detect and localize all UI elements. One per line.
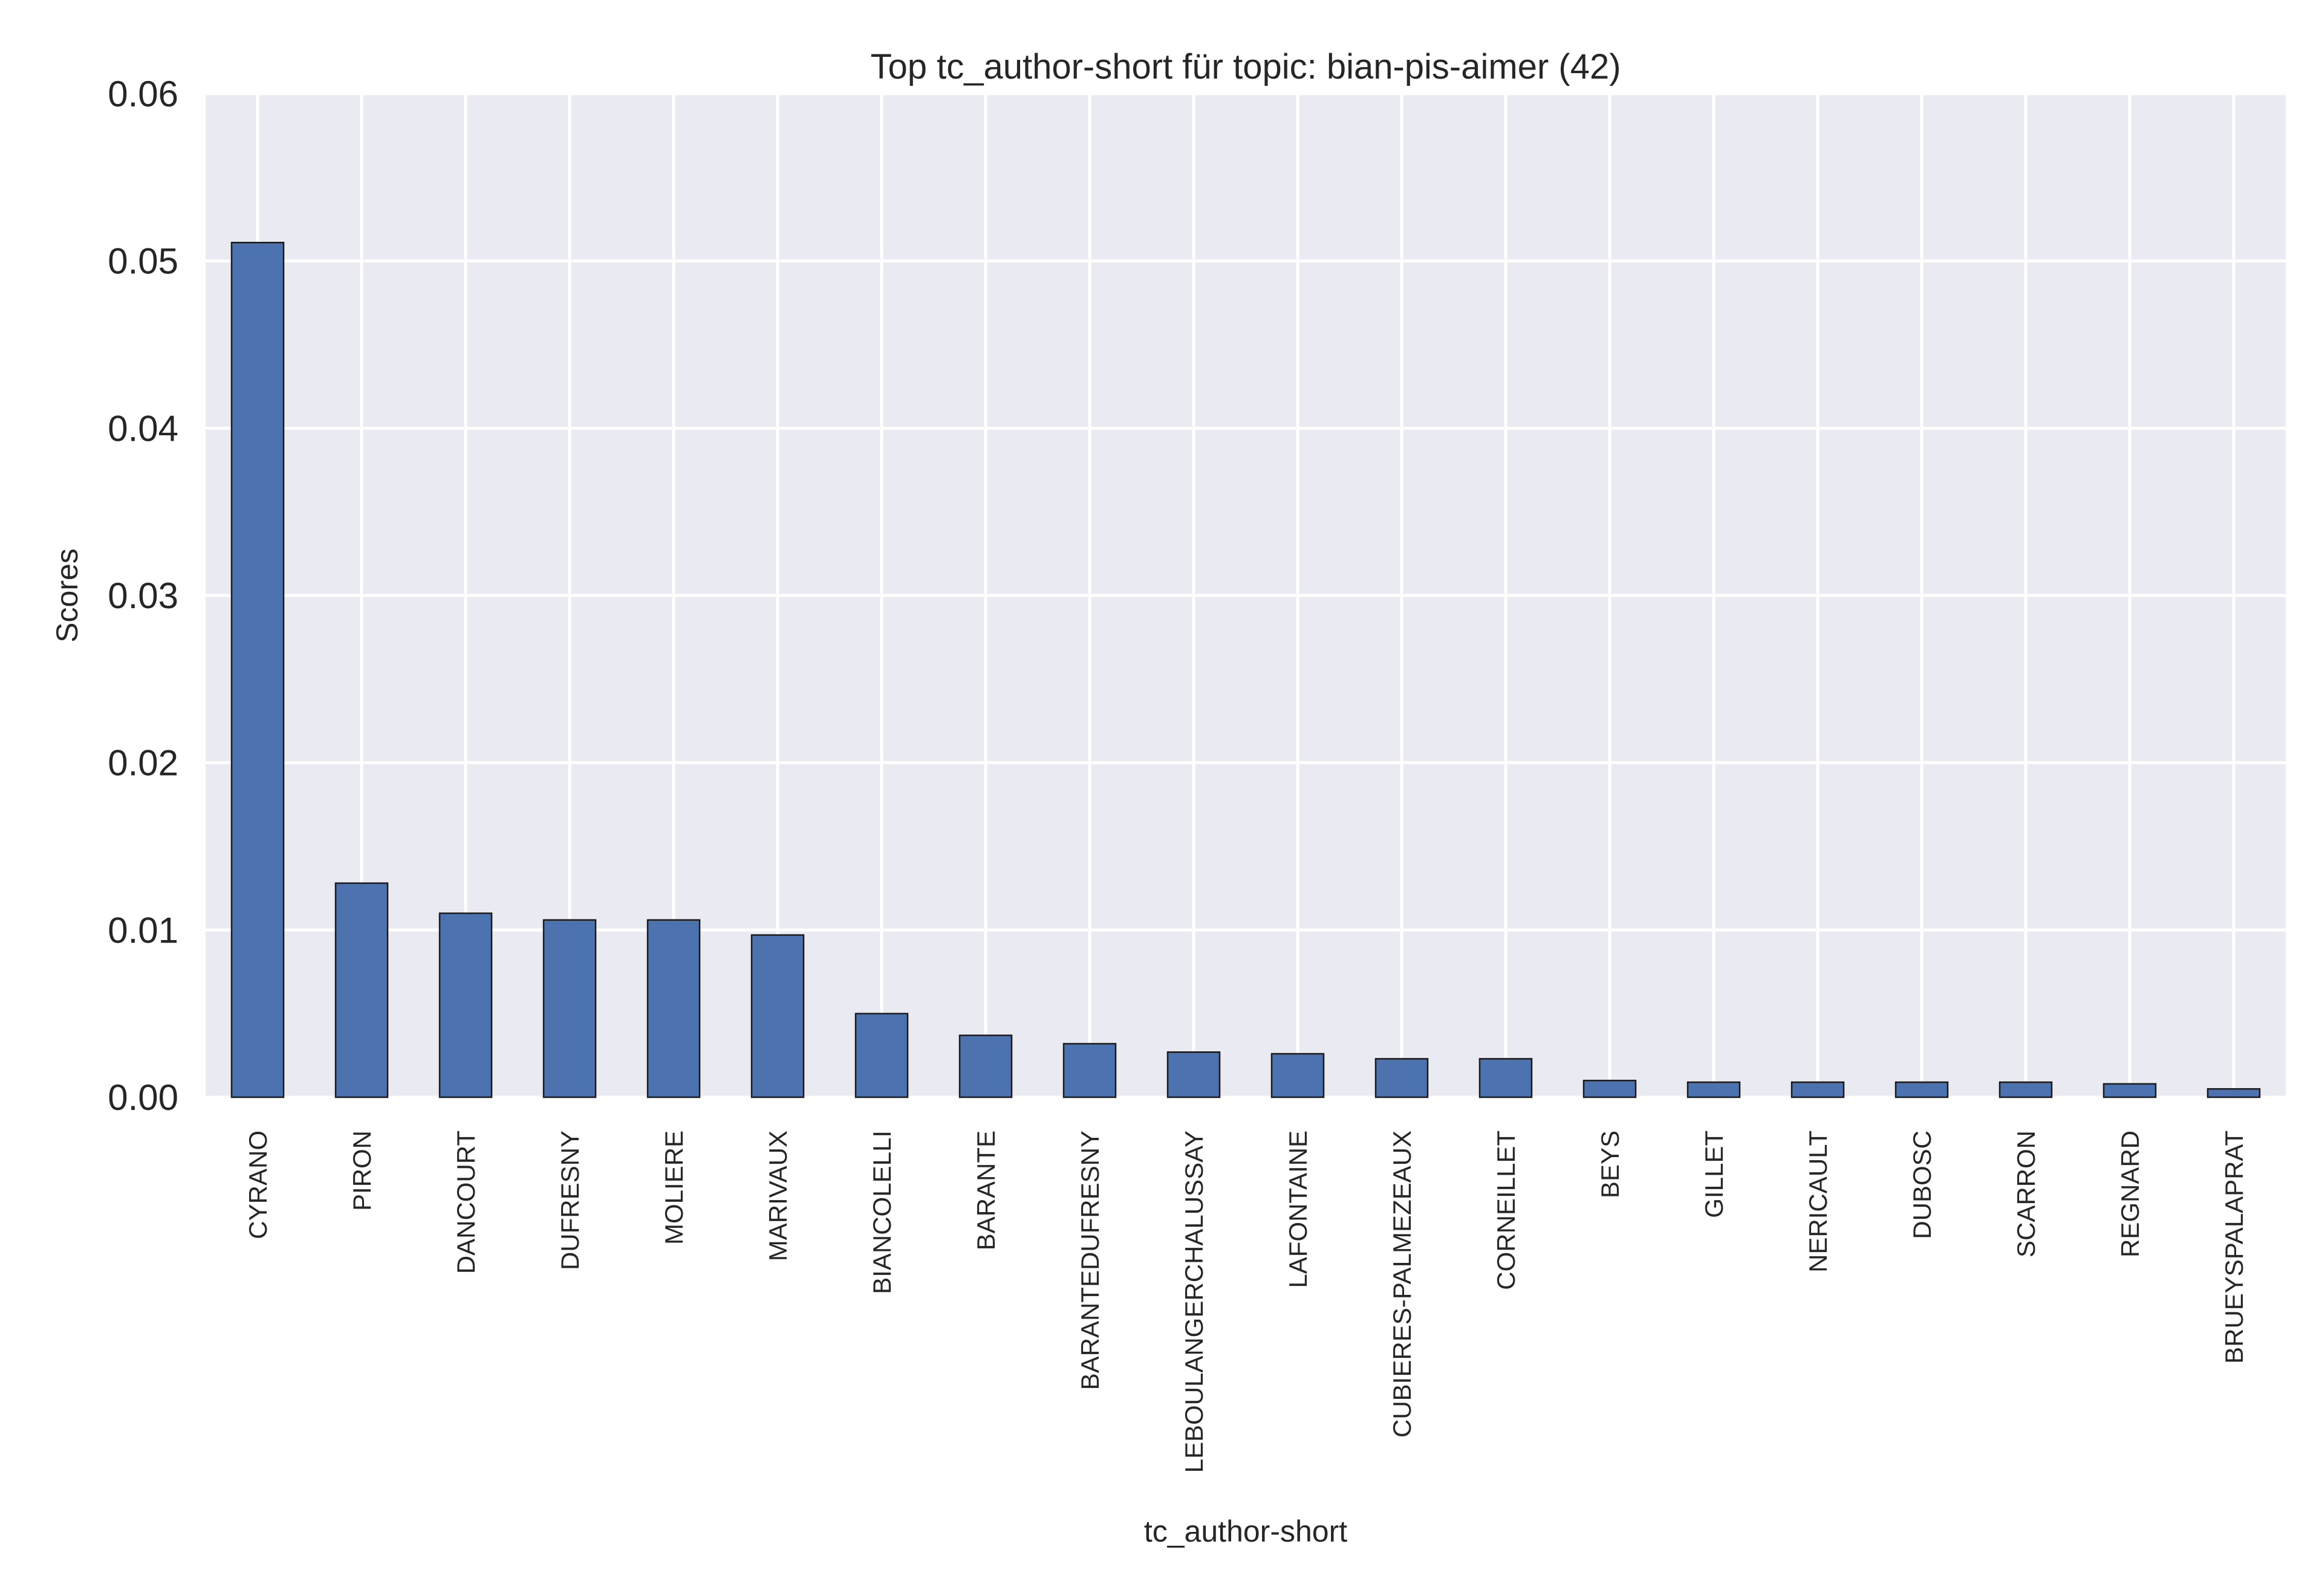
x-tick-label: LAFONTAINE [1284,1130,1312,1288]
bar-lafontaine [1270,1053,1325,1098]
x-tick-label: DUFRESNY [556,1130,584,1270]
x-tick-label: MARIVAUX [764,1130,792,1261]
bar-dubosc [1894,1081,1949,1098]
y-tick-label: 0.06 [108,74,178,114]
bar-scarron [1998,1081,2053,1098]
y-tick-label: 0.03 [108,576,178,616]
bar-leboulangerchalussay [1166,1051,1221,1098]
bar-barantedufresny [1062,1043,1117,1098]
x-tick-label: DUBOSC [1908,1130,1936,1239]
y-ticks: 0.00 0.01 0.02 0.03 0.04 0.05 0.06 [108,74,178,1118]
bar-regnard [2102,1083,2157,1098]
chart-title: Top tc_author-short für topic: bian-pis-… [870,47,1621,86]
bar-biancolelli [854,1013,909,1098]
y-tick-label: 0.01 [108,910,178,950]
x-tick-label: BEYS [1596,1130,1624,1198]
y-tick-label: 0.02 [108,743,178,783]
x-tick-label: CORNEILLET [1492,1130,1520,1290]
x-tick-label: BRUEYSPALAPRAT [2220,1130,2248,1364]
bar-nericault [1790,1081,1845,1098]
bar-moliere [646,919,701,1098]
x-tick-label: GILLET [1700,1130,1728,1218]
y-tick-label: 0.05 [108,241,178,282]
x-axis-label: tc_author-short [1144,1514,1347,1548]
x-tick-label: SCARRON [2012,1130,2040,1257]
y-tick-label: 0.00 [108,1077,178,1118]
x-tick-label: NERICAULT [1804,1130,1832,1273]
x-tick-label: BARANTEDUFRESNY [1076,1130,1104,1390]
bar-piron [334,882,389,1098]
x-tick-label: BARANTE [972,1130,1000,1250]
x-tick-label: PIRON [348,1130,376,1211]
x-ticks: CYRANO PIRON DANCOURT DUFRESNY MOLIERE MARIVA… [244,1130,2248,1473]
x-tick-label: MOLIERE [660,1130,688,1245]
bars [230,241,2261,1098]
bar-beys [1582,1080,1637,1098]
bar-dufresny [542,919,597,1098]
y-axis-label: Scores [50,548,84,643]
bar-barante [958,1034,1013,1098]
x-tick-label: CYRANO [244,1130,272,1239]
bar-cyrano [230,241,285,1098]
y-tick-label: 0.04 [108,408,178,449]
x-tick-label: CUBIERES-PALMEZEAUX [1388,1130,1416,1438]
x-tick-label: BIANCOLELLI [868,1130,896,1294]
bar-brueyspalaprat [2207,1088,2261,1098]
x-tick-label: REGNARD [2116,1130,2144,1257]
bar-dancourt [438,912,493,1098]
x-tick-label: DANCOURT [452,1130,480,1274]
bar-corneillet [1478,1058,1533,1098]
x-tick-label: LEBOULANGERCHALUSSAY [1180,1130,1208,1473]
bar-cubieres-palmezeaux [1374,1058,1429,1098]
bar-gillet [1686,1081,1741,1098]
bar-marivaux [750,934,805,1098]
